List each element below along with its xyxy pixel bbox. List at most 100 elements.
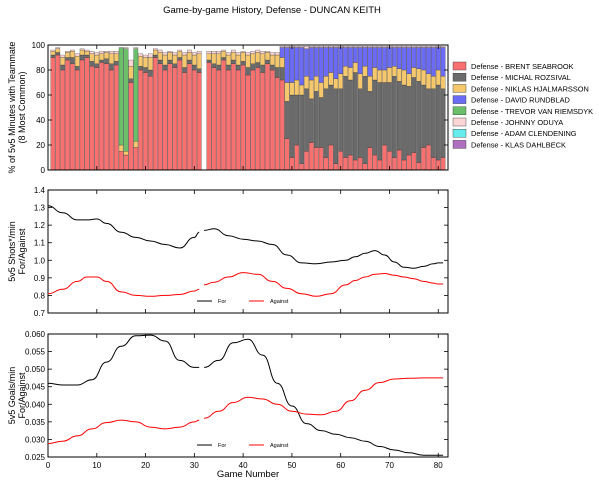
teammate-bar-segment: [333, 163, 339, 171]
teammate-bar-segment: [50, 49, 56, 52]
teammate-bar-segment: [406, 73, 412, 87]
teammate-bar-segment: [401, 84, 407, 161]
ylabel-line: For/Against: [17, 372, 27, 419]
panel-shots-xaxis: [47, 190, 439, 313]
teammate-bar-segment: [231, 49, 236, 53]
ylabel-line: 5v5 Shots*/min: [7, 221, 17, 282]
teammate-bar-segment: [416, 47, 422, 69]
teammate-bar-segment: [84, 49, 90, 52]
teammate-bar-segment: [84, 57, 90, 171]
teammate-bar-segment: [99, 62, 104, 171]
teammate-bar-segment: [318, 147, 324, 171]
teammate-bar-segment: [162, 69, 168, 171]
teammate-bar-segment: [104, 58, 109, 64]
ytick-label: 80: [36, 66, 45, 75]
teammate-bar-segment: [240, 51, 246, 53]
teammate-bar-segment: [270, 64, 275, 71]
teammate-bar-segment: [138, 53, 144, 57]
teammate-bar-segment: [352, 72, 358, 161]
teammate-bar-segment: [245, 54, 251, 68]
ytick-label: 0.7: [34, 309, 46, 318]
teammate-bar-segment: [396, 47, 402, 69]
teammate-bar-segment: [245, 52, 251, 56]
legend-label: Defense - KLAS DAHLBECK: [471, 140, 566, 149]
teammate-bar-segment: [192, 64, 197, 71]
teammate-bar-segment: [94, 67, 100, 171]
teammate-bar-segment: [304, 151, 309, 171]
ytick-label: 0.045: [25, 383, 46, 392]
teammate-bar-segment: [294, 144, 300, 171]
teammate-bar-segment: [421, 147, 426, 171]
teammate-bar-segment: [323, 88, 329, 158]
teammate-bar-segment: [211, 53, 217, 64]
teammate-bar-segment: [123, 151, 129, 156]
teammate-bar-segment: [313, 47, 319, 77]
teammate-bar-segment: [333, 47, 339, 79]
teammate-bar-segment: [235, 54, 241, 66]
teammate-bar-segment: [294, 46, 300, 48]
teammate-bar-segment: [313, 76, 319, 92]
panel-goals: 0.025 0.030 0.035 0.040 0.045 0.050 0.055 0.060…: [7, 330, 449, 470]
teammate-bar-segment: [109, 63, 114, 71]
teammate-bar-segment: [221, 59, 226, 171]
teammate-bar-segment: [177, 51, 183, 58]
panel-shots-ylabel: 5v5 Shots*/minFor/Against: [7, 221, 27, 282]
teammate-bar-segment: [65, 52, 70, 58]
teammate-bar-segment: [65, 59, 70, 171]
xtick-label: 70: [385, 461, 394, 470]
xtick-label: 20: [141, 461, 150, 470]
teammate-bar-segment: [226, 52, 231, 56]
ytick-label: 0.060: [25, 330, 46, 339]
ytick-label: 1.1: [34, 239, 46, 248]
teammate-bar-segment: [338, 47, 344, 74]
teammate-bar-segment: [192, 54, 197, 66]
teammate-bar-segment: [167, 52, 173, 61]
teammate-bar-segment: [299, 47, 304, 86]
teammate-bar-segment: [270, 54, 275, 66]
panel-teammates-ylabel: % of 5v5 Minutes with Teammate(8 Most Co…: [7, 42, 27, 174]
teammate-bar-segment: [143, 67, 148, 73]
teammate-bar-segment: [304, 46, 309, 49]
teammate-bar-segment: [294, 47, 300, 81]
teammate-bar-segment: [299, 94, 304, 164]
panel-shots: 0.70.80.91.01.11.21.31.4 5v5 Shots*/minF…: [7, 186, 449, 318]
teammate-bar-segment: [318, 97, 324, 148]
xtick-label: 40: [239, 461, 248, 470]
teammate-bar-segment: [196, 53, 202, 69]
series-line: [47, 276, 200, 297]
teammate-bar-segment: [396, 149, 402, 171]
teammate-bar-segment: [431, 157, 436, 171]
teammate-bar-segment: [333, 78, 339, 89]
teammate-bar-segment: [435, 47, 441, 71]
teammate-bar-segment: [128, 82, 134, 171]
teammate-bar-segment: [396, 46, 402, 48]
teammate-bar-segment: [196, 68, 202, 73]
x-axis-label: Game Number: [217, 469, 279, 480]
teammate-bar-segment: [152, 54, 158, 58]
teammate-bar-segment: [231, 52, 236, 61]
teammate-bar-segment: [196, 51, 202, 54]
ytick-label: 0.025: [25, 453, 46, 462]
teammate-bar-segment: [235, 52, 241, 56]
teammate-bar-segment: [74, 69, 80, 171]
teammate-bar-segment: [421, 47, 426, 71]
teammate-bar-segment: [440, 46, 446, 48]
teammate-bar-segment: [304, 76, 309, 89]
legend-label: Defense - DAVID RUNDBLAD: [471, 96, 570, 105]
teammate-bar-segment: [55, 52, 61, 56]
teammate-bar-segment: [143, 72, 148, 171]
teammate-bar-segment: [299, 46, 304, 48]
teammate-bar-segment: [338, 73, 344, 89]
teammate-bar-segment: [323, 47, 329, 77]
teammate-bar-segment: [60, 64, 65, 71]
teammate-bar-segment: [304, 88, 309, 152]
teammate-bar-segment: [426, 88, 431, 146]
teammate-bar-segment: [328, 84, 334, 146]
teammate-bar-segment: [172, 52, 178, 56]
legend-swatch: [452, 140, 467, 149]
teammate-bar-segment: [138, 69, 144, 171]
ytick-label: 0.035: [25, 418, 46, 427]
teammate-bar-segment: [435, 84, 441, 161]
teammate-bar-segment: [294, 94, 300, 146]
teammate-bar-segment: [94, 52, 100, 56]
